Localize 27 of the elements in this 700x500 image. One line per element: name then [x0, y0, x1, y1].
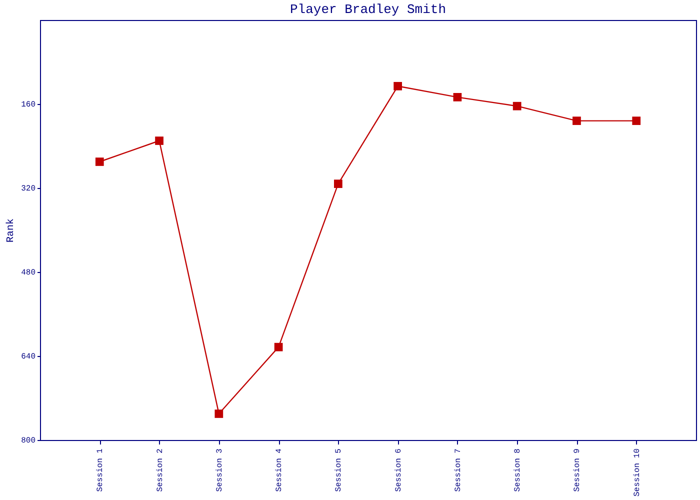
point	[394, 82, 402, 90]
x-tick-label: Session 6	[394, 448, 404, 492]
y-tick-label: 800	[21, 436, 36, 446]
x-tick-label: Session 2	[156, 448, 165, 492]
point	[95, 158, 104, 166]
x-tick-label: Session 5	[334, 448, 344, 492]
chart-title: Player Bradley Smith	[290, 2, 446, 17]
y-tick-label: 160	[21, 100, 36, 110]
point	[214, 410, 224, 418]
point	[334, 180, 342, 188]
x-tick-label: Session 3	[215, 448, 224, 492]
point	[572, 116, 581, 125]
point	[155, 136, 164, 145]
y-tick-label: 480	[21, 268, 36, 278]
point	[453, 92, 462, 102]
point	[512, 102, 522, 110]
x-tick-label: Session 8	[514, 448, 523, 492]
x-tick-label: Session 7	[454, 448, 463, 492]
x-tick-label: Session 10	[632, 448, 642, 497]
point	[632, 116, 641, 125]
x-tick-label: Session 4	[275, 448, 284, 492]
y-axis-title: Rank	[5, 218, 18, 243]
y-tick-label: 640	[21, 352, 36, 362]
x-tick-label: Session 1	[96, 448, 106, 492]
point	[274, 342, 283, 352]
x-tick-label: Session 9	[573, 448, 582, 492]
y-tick-label: 320	[21, 184, 36, 194]
